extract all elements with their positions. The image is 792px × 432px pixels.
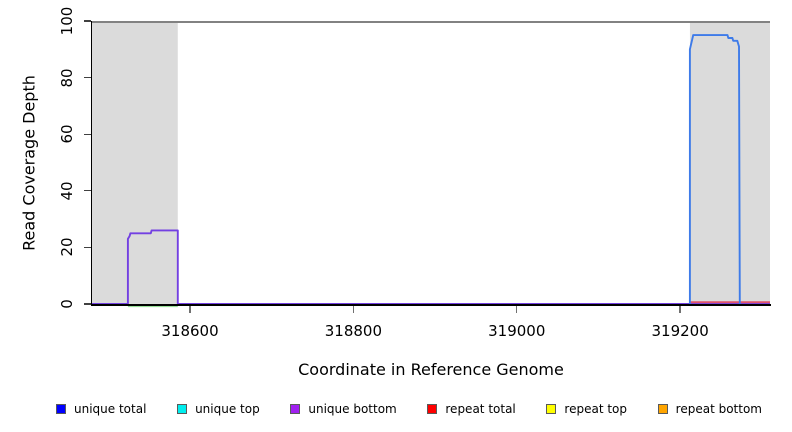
legend-label: repeat top	[564, 402, 628, 416]
x-tick	[189, 306, 191, 313]
legend-label: unique bottom	[308, 402, 397, 416]
y-tick-label: 0	[58, 299, 76, 309]
y-tick	[84, 133, 91, 135]
legend-label: unique top	[195, 402, 260, 416]
series-unique-bottom	[92, 229, 770, 305]
repeat-region-shading	[92, 21, 178, 305]
x-tick-label: 318600	[161, 322, 219, 340]
legend-swatch-icon	[290, 404, 301, 414]
x-tick	[352, 306, 355, 313]
legend-swatch-icon	[546, 404, 557, 414]
y-tick	[84, 190, 91, 192]
legend-item-repeat-total: repeat total	[427, 402, 516, 416]
legend-swatch-icon	[657, 404, 668, 414]
y-tick-label: 40	[58, 181, 76, 201]
legend-swatch-icon	[56, 404, 66, 414]
x-axis-title: Coordinate in Reference Genome	[298, 360, 564, 379]
x-tick-label: 318800	[324, 322, 383, 340]
x-axis-line	[91, 304, 771, 306]
y-tick	[84, 76, 91, 79]
legend-label: repeat bottom	[675, 402, 762, 416]
legend: unique total unique top unique bottom repea…	[56, 399, 762, 419]
legend-swatch-icon	[427, 404, 438, 414]
x-tick-label: 319000	[488, 322, 546, 340]
legend-item-unique-total: unique total	[56, 402, 146, 416]
repeat-region-shading	[689, 21, 770, 305]
coverage-plot-canvas	[92, 21, 770, 308]
legend-swatch-icon	[177, 404, 188, 414]
legend-item-unique-top: unique top	[177, 402, 260, 416]
y-tick-label: 80	[58, 68, 76, 88]
y-axis-title: Read Coverage Depth	[19, 75, 39, 251]
y-tick-label: 60	[58, 124, 76, 144]
legend-item-repeat-top: repeat top	[546, 402, 627, 416]
y-tick	[84, 303, 91, 305]
y-tick-label: 100	[58, 6, 76, 36]
legend-label: unique total	[74, 402, 147, 416]
legend-item-repeat-bottom: repeat bottom	[657, 402, 762, 416]
y-axis-line	[91, 21, 93, 305]
y-tick	[84, 20, 91, 22]
x-tick	[679, 306, 681, 313]
x-tick	[516, 306, 518, 313]
x-tick-label: 319200	[651, 322, 709, 340]
series-unique-total	[688, 34, 741, 305]
legend-item-unique-bottom: unique bottom	[290, 402, 397, 416]
y-tick	[84, 246, 91, 249]
legend-label: repeat total	[445, 402, 516, 416]
y-tick-label: 20	[58, 237, 76, 257]
